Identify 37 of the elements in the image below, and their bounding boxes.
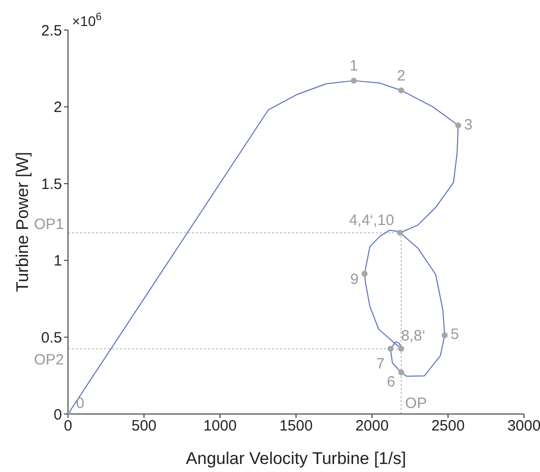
x-tick-label: 3000 — [507, 418, 540, 435]
y-tick-label: 2 — [54, 99, 62, 116]
annotation: 9 — [350, 270, 359, 288]
ref-line-label: OP2 — [34, 352, 64, 369]
point — [398, 369, 404, 376]
ref-line-label: OP — [405, 395, 427, 412]
annotation: 2 — [397, 67, 406, 84]
point — [362, 270, 368, 277]
y-tick-label: 1 — [54, 252, 62, 270]
point — [397, 230, 404, 236]
point — [442, 332, 448, 338]
x-tick-label: 500 — [131, 418, 157, 435]
x-tick-label: 2500 — [431, 418, 465, 435]
text: ×10$^{6}$ — [72, 11, 102, 29]
annotation: 3 — [464, 116, 473, 134]
annotation: 1 — [350, 58, 358, 75]
y-tick-label: 1.5 — [41, 176, 62, 193]
annotation: 0 — [76, 395, 84, 412]
x-axis-title: Angular Velocity Turbine [1/s] — [186, 449, 406, 468]
point — [398, 87, 404, 94]
annotation: 8,8‘ — [401, 328, 426, 345]
y-tick-label: 0.5 — [41, 330, 62, 347]
annotation: 6 — [386, 373, 396, 390]
ref-line-label: OP1 — [34, 216, 64, 233]
y-tick-label: 2.5 — [41, 22, 62, 40]
x-tick-label: 2000 — [355, 418, 389, 435]
annotation: 4,4‘,10 — [349, 212, 394, 229]
annotation: 7 — [376, 356, 385, 373]
x-tick-label: 1000 — [203, 418, 237, 435]
point — [350, 78, 357, 84]
y-axis-title: Turbine Power [W] — [13, 152, 32, 292]
point — [388, 346, 394, 352]
point — [398, 346, 404, 352]
point — [455, 122, 462, 128]
annotation: 5 — [450, 326, 459, 344]
y-tick-label: 0 — [54, 406, 62, 424]
x-tick-label: 1500 — [279, 418, 313, 435]
